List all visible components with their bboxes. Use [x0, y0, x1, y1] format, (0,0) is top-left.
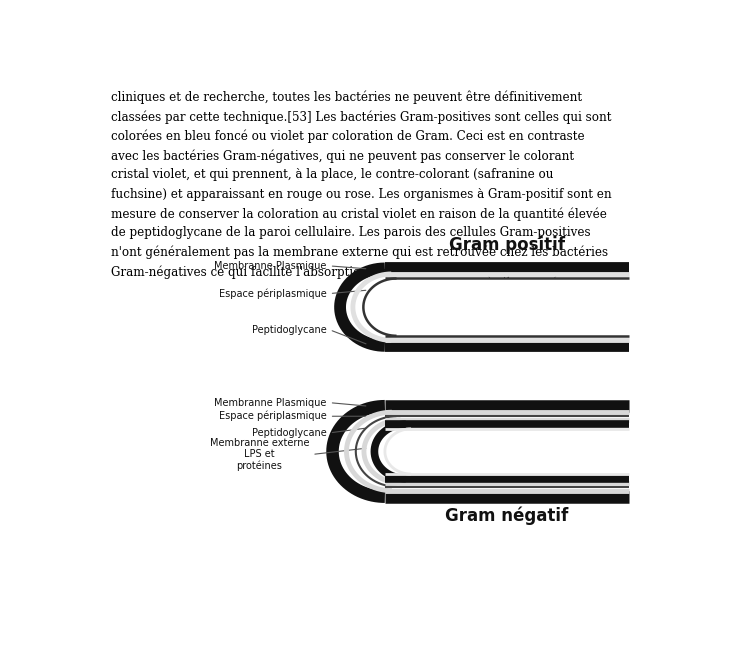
Text: Gram négatif: Gram négatif	[445, 507, 569, 525]
Text: Gram positif: Gram positif	[449, 236, 565, 254]
Text: Membranne externe
LPS et
protéines: Membranne externe LPS et protéines	[210, 438, 309, 471]
Text: mesure de conserver la coloration au cristal violet en raison de la quantité éle: mesure de conserver la coloration au cri…	[111, 207, 608, 221]
Text: de peptidoglycane de la paroi cellulaire. Les parois des cellules Gram-positives: de peptidoglycane de la paroi cellulaire…	[111, 227, 591, 240]
Text: Membranne Plasmique: Membranne Plasmique	[214, 261, 327, 271]
Text: Membranne Plasmique: Membranne Plasmique	[214, 398, 327, 407]
Text: Espace périplasmique: Espace périplasmique	[219, 289, 327, 299]
Text: avec les bactéries Gram-négatives, qui ne peuvent pas conserver le colorant: avec les bactéries Gram-négatives, qui n…	[111, 149, 575, 163]
Text: Peptidoglycane: Peptidoglycane	[252, 325, 327, 335]
Text: cristal violet, et qui prennent, à la place, le contre-colorant (safranine ou: cristal violet, et qui prennent, à la pl…	[111, 168, 553, 182]
Text: classées par cette technique.[53] Les bactéries Gram-positives sont celles qui s: classées par cette technique.[53] Les ba…	[111, 110, 612, 124]
Text: n'ont généralement pas la membrane externe qui est retrouvée chez les bactéries: n'ont généralement pas la membrane exter…	[111, 246, 608, 259]
Text: Peptidoglycane: Peptidoglycane	[252, 428, 327, 438]
Text: fuchsine) et apparaissant en rouge ou rose. Les organismes à Gram-positif sont e: fuchsine) et apparaissant en rouge ou ro…	[111, 187, 612, 200]
Text: cliniques et de recherche, toutes les bactéries ne peuvent être définitivement: cliniques et de recherche, toutes les ba…	[111, 91, 583, 104]
Text: Gram-négatives ce qui facilite l'absorption du colorant violet. (Figure 2.3): Gram-négatives ce qui facilite l'absorpt…	[111, 265, 559, 279]
Text: Espace périplasmique: Espace périplasmique	[219, 411, 327, 421]
Text: colorées en bleu foncé ou violet par coloration de Gram. Ceci est en contraste: colorées en bleu foncé ou violet par col…	[111, 130, 585, 143]
